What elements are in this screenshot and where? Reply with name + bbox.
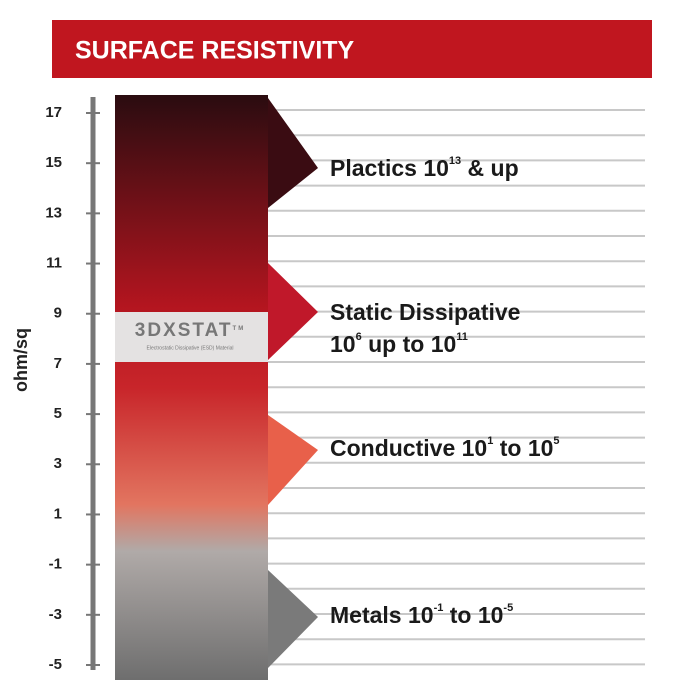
label-text: 10: [330, 331, 356, 357]
superscript: 6: [356, 331, 362, 343]
tick-label: -5: [49, 656, 62, 673]
tick-label: 11: [46, 255, 62, 272]
tick-label: 3: [54, 455, 62, 472]
arrow-static: [268, 263, 318, 360]
superscript: -5: [503, 602, 513, 614]
superscript: 13: [449, 155, 461, 167]
level-label: Static Dissipative: [330, 299, 520, 325]
label-text: & up: [461, 155, 519, 181]
level-label: 106 up to 1011: [330, 331, 468, 357]
level-label: Conductive 101 to 105: [330, 435, 560, 461]
axis-label: ohm/sq: [11, 328, 31, 392]
level-label: Plactics 1013 & up: [330, 155, 519, 181]
logo-box: [115, 312, 268, 362]
tick-label: 17: [45, 104, 62, 121]
superscript: -1: [434, 602, 444, 614]
arrow-metals: [268, 570, 318, 668]
tick-label: -3: [49, 606, 62, 623]
label-text: to 10: [493, 435, 553, 461]
tick-label: 9: [54, 305, 62, 322]
superscript: 11: [456, 331, 468, 343]
ticks: 17 15 13 11 9 7 5 3 1 -1 -3 -5: [45, 104, 100, 673]
grid: [268, 109, 645, 666]
label-text: Static Dissipative: [330, 299, 520, 325]
logo-tagline: Electrostatic Dissipative (ESD) Material: [147, 345, 234, 351]
arrow-conductive: [268, 415, 318, 505]
tick-label: 13: [45, 204, 62, 221]
tick-label: 15: [45, 154, 62, 171]
header-bar: [52, 20, 652, 78]
tick-label: 7: [54, 355, 62, 372]
labels: Plactics 1013 & up Static Dissipative 106 …: [330, 155, 560, 628]
superscript: 5: [553, 435, 559, 447]
superscript: 1: [487, 435, 493, 447]
logo: 3DXSTATTM: [135, 320, 245, 341]
header-title: SURFACE RESISTIVITY: [75, 37, 355, 65]
label-text: to 10: [443, 602, 503, 628]
tick-label: 1: [54, 505, 62, 522]
label-text: up to 10: [362, 331, 457, 357]
tick-label: 5: [54, 405, 62, 422]
gradient-bar: [115, 95, 268, 680]
label-text: Plactics 10: [330, 155, 449, 181]
label-text: Conductive 10: [330, 435, 487, 461]
tick-label: -1: [49, 556, 62, 573]
level-label: Metals 10-1 to 10-5: [330, 602, 513, 628]
label-text: Metals 10: [330, 602, 434, 628]
arrow-plastics: [268, 98, 318, 208]
